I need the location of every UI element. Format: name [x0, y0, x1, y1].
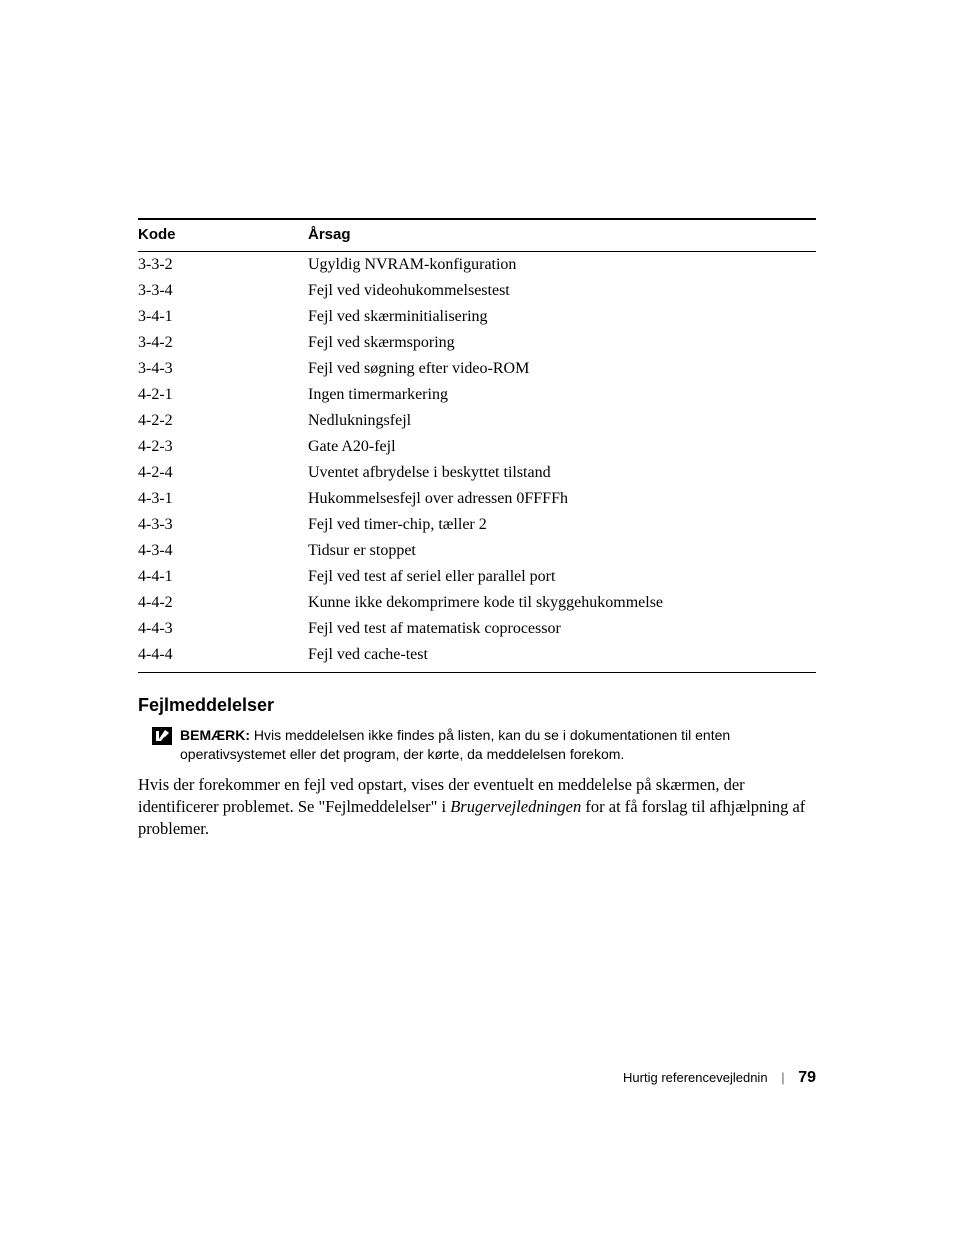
cell-code: 4-2-3	[138, 434, 308, 460]
table-row: 4-2-2Nedlukningsfejl	[138, 408, 816, 434]
table-row: 4-2-4Uventet afbrydelse i beskyttet tils…	[138, 460, 816, 486]
note-block: BEMÆRK: Hvis meddelelsen ikke findes på …	[138, 726, 816, 764]
cell-code: 3-3-2	[138, 252, 308, 279]
cell-code: 4-4-1	[138, 564, 308, 590]
table-row: 3-4-2Fejl ved skærmsporing	[138, 330, 816, 356]
note-label: BEMÆRK:	[180, 727, 250, 743]
col-header-cause: Årsag	[308, 219, 816, 252]
col-header-code: Kode	[138, 219, 308, 252]
cell-code: 4-4-4	[138, 642, 308, 673]
cell-cause: Ugyldig NVRAM-konfiguration	[308, 252, 816, 279]
cell-code: 4-2-4	[138, 460, 308, 486]
content-area: Kode Årsag 3-3-2Ugyldig NVRAM-konfigurat…	[138, 218, 816, 841]
cell-cause: Kunne ikke dekomprimere kode til skyggeh…	[308, 590, 816, 616]
page-footer: Hurtig referencevejlednin | 79	[0, 1069, 954, 1087]
cell-code: 4-2-1	[138, 382, 308, 408]
cell-code: 3-4-3	[138, 356, 308, 382]
table-row: 4-3-1Hukommelsesfejl over adressen 0FFFF…	[138, 486, 816, 512]
note-body: Hvis meddelelsen ikke findes på listen, …	[180, 727, 730, 762]
table-header-row: Kode Årsag	[138, 219, 816, 252]
cell-cause: Fejl ved søgning efter video-ROM	[308, 356, 816, 382]
cell-cause: Gate A20-fejl	[308, 434, 816, 460]
cell-code: 3-4-1	[138, 304, 308, 330]
table-row: 4-2-3Gate A20-fejl	[138, 434, 816, 460]
body-paragraph: Hvis der forekommer en fejl ved opstart,…	[138, 774, 816, 841]
beep-codes-table: Kode Årsag 3-3-2Ugyldig NVRAM-konfigurat…	[138, 218, 816, 673]
table-row: 4-2-1Ingen timermarkering	[138, 382, 816, 408]
cell-cause: Uventet afbrydelse i beskyttet tilstand	[308, 460, 816, 486]
note-icon	[152, 727, 172, 750]
table-row: 4-3-3Fejl ved timer-chip, tæller 2	[138, 512, 816, 538]
cell-cause: Fejl ved cache-test	[308, 642, 816, 673]
table-row: 3-3-4Fejl ved videohukommelsestest	[138, 278, 816, 304]
cell-cause: Fejl ved videohukommelsestest	[308, 278, 816, 304]
note-text: BEMÆRK: Hvis meddelelsen ikke findes på …	[180, 726, 816, 764]
cell-cause: Ingen timermarkering	[308, 382, 816, 408]
cell-cause: Nedlukningsfejl	[308, 408, 816, 434]
cell-cause: Fejl ved timer-chip, tæller 2	[308, 512, 816, 538]
table-row: 3-4-3Fejl ved søgning efter video-ROM	[138, 356, 816, 382]
table-row: 3-3-2Ugyldig NVRAM-konfiguration	[138, 252, 816, 279]
cell-code: 4-4-2	[138, 590, 308, 616]
document-page: Kode Årsag 3-3-2Ugyldig NVRAM-konfigurat…	[0, 0, 954, 1235]
cell-cause: Fejl ved skærminitialisering	[308, 304, 816, 330]
footer-page-number: 79	[798, 1069, 816, 1086]
cell-code: 4-4-3	[138, 616, 308, 642]
cell-code: 4-3-4	[138, 538, 308, 564]
table-row: 4-4-1Fejl ved test af seriel eller paral…	[138, 564, 816, 590]
table-row: 4-4-2Kunne ikke dekomprimere kode til sk…	[138, 590, 816, 616]
cell-cause: Hukommelsesfejl over adressen 0FFFFh	[308, 486, 816, 512]
footer-title: Hurtig referencevejlednin	[623, 1070, 768, 1085]
cell-code: 4-2-2	[138, 408, 308, 434]
cell-cause: Fejl ved test af matematisk coprocessor	[308, 616, 816, 642]
para-emphasis: Brugervejledningen	[450, 797, 581, 816]
table-row: 4-4-4Fejl ved cache-test	[138, 642, 816, 673]
cell-code: 4-3-3	[138, 512, 308, 538]
cell-code: 3-3-4	[138, 278, 308, 304]
table-row: 4-3-4Tidsur er stoppet	[138, 538, 816, 564]
cell-cause: Fejl ved skærmsporing	[308, 330, 816, 356]
section-heading-error-messages: Fejlmeddelelser	[138, 695, 816, 716]
table-row: 3-4-1Fejl ved skærminitialisering	[138, 304, 816, 330]
footer-separator: |	[771, 1070, 794, 1085]
cell-cause: Fejl ved test af seriel eller parallel p…	[308, 564, 816, 590]
cell-code: 3-4-2	[138, 330, 308, 356]
table-row: 4-4-3Fejl ved test af matematisk coproce…	[138, 616, 816, 642]
cell-code: 4-3-1	[138, 486, 308, 512]
cell-cause: Tidsur er stoppet	[308, 538, 816, 564]
